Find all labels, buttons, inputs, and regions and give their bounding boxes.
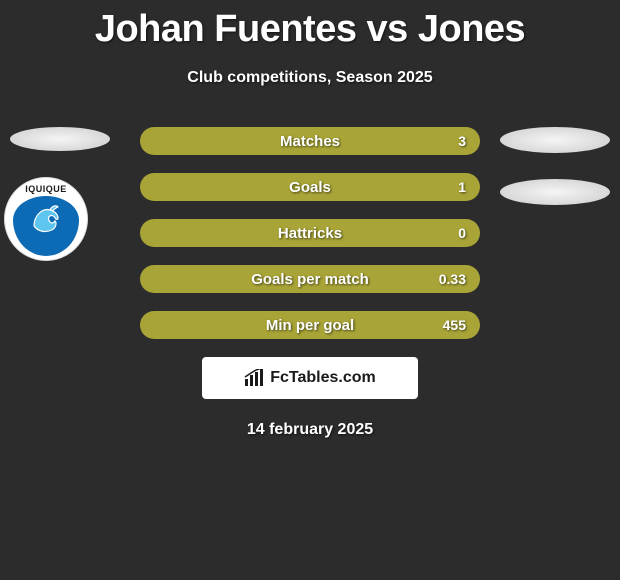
- stat-label: Matches: [140, 133, 480, 150]
- stat-label: Goals: [140, 179, 480, 196]
- comparison-content: IQUIQUE Matches 3 Goals 1 Hattricks 0 Go…: [0, 127, 620, 439]
- page-subtitle: Club competitions, Season 2025: [0, 69, 620, 87]
- stat-value-right: 455: [443, 317, 466, 333]
- stat-row-goals-per-match: Goals per match 0.33: [140, 265, 480, 293]
- stat-row-hattricks: Hattricks 0: [140, 219, 480, 247]
- player-avatar-right-2: [500, 179, 610, 205]
- left-player-column: IQUIQUE: [10, 127, 110, 261]
- stat-row-min-per-goal: Min per goal 455: [140, 311, 480, 339]
- stat-value-right: 0.33: [439, 271, 466, 287]
- player-avatar-left: [10, 127, 110, 151]
- stat-row-goals: Goals 1: [140, 173, 480, 201]
- bar-chart-icon: [244, 369, 266, 387]
- brand-badge: FcTables.com: [202, 357, 418, 399]
- stat-label: Min per goal: [140, 317, 480, 334]
- page-title: Johan Fuentes vs Jones: [0, 0, 620, 51]
- club-logo-left: IQUIQUE: [4, 177, 88, 261]
- stat-value-right: 3: [458, 133, 466, 149]
- right-player-column: [500, 127, 610, 205]
- stat-value-right: 1: [458, 179, 466, 195]
- club-name-label: IQUIQUE: [5, 184, 87, 194]
- brand-text: FcTables.com: [270, 369, 376, 387]
- stat-bars: Matches 3 Goals 1 Hattricks 0 Goals per …: [140, 127, 480, 339]
- stat-row-matches: Matches 3: [140, 127, 480, 155]
- stat-value-right: 0: [458, 225, 466, 241]
- stat-label: Goals per match: [140, 271, 480, 288]
- footer-date: 14 february 2025: [0, 421, 620, 439]
- player-avatar-right-1: [500, 127, 610, 153]
- dragon-icon: [24, 198, 68, 242]
- stat-label: Hattricks: [140, 225, 480, 242]
